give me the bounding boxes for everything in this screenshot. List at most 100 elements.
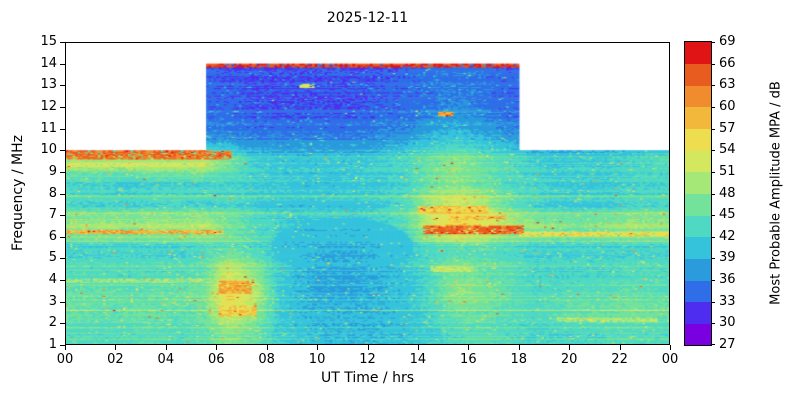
- y-tick-label: 15: [40, 34, 57, 49]
- x-tick-label: 18: [510, 352, 528, 367]
- y-tick-label: 14: [40, 55, 57, 71]
- x-tick-mark: [317, 345, 319, 350]
- colorbar-tick-label: 27: [719, 337, 736, 352]
- y-tick-mark: [60, 301, 65, 303]
- y-tick-label: 10: [40, 142, 57, 158]
- x-tick-label: 04: [157, 352, 175, 367]
- colorbar-segment: [685, 171, 711, 194]
- colorbar-segment: [685, 193, 711, 216]
- y-tick-mark: [60, 280, 65, 282]
- x-tick-mark: [518, 345, 520, 350]
- colorbar-tick-mark: [711, 150, 715, 152]
- colorbar-segment: [685, 128, 711, 151]
- x-tick-mark: [468, 345, 470, 350]
- colorbar-tick-mark: [711, 85, 715, 87]
- y-tick-label: 12: [40, 98, 57, 114]
- x-tick-label: 08: [258, 352, 275, 367]
- colorbar-tick-label: 36: [719, 272, 736, 288]
- x-tick-label: 02: [107, 352, 124, 367]
- colorbar-label: Most Probable Amplitude MPA / dB: [768, 81, 784, 305]
- colorbar-tick-label: 42: [719, 228, 736, 244]
- colorbar-tick-mark: [711, 42, 715, 43]
- y-tick-label: 8: [48, 185, 57, 201]
- colorbar-segment: [685, 280, 711, 303]
- colorbar-segment: [685, 106, 711, 130]
- y-tick-label: 3: [48, 293, 57, 309]
- x-axis-label: UT Time / hrs: [320, 370, 415, 386]
- colorbar-segment: [685, 323, 711, 346]
- colorbar-tick-label: 63: [719, 77, 736, 93]
- colorbar-tick-mark: [711, 280, 715, 282]
- y-tick-label: 11: [40, 120, 57, 136]
- x-tick-label: 00: [56, 352, 74, 367]
- colorbar-segment: [685, 258, 711, 281]
- colorbar-segment: [685, 150, 711, 173]
- x-tick-label: 16: [460, 352, 477, 367]
- colorbar-tick-label: 39: [719, 250, 736, 266]
- x-tick-label: 10: [308, 352, 326, 367]
- colorbar-tick-mark: [711, 215, 715, 217]
- chart-title: 2025-12-11: [326, 10, 409, 26]
- y-tick-label: 4: [48, 272, 57, 288]
- x-tick-mark: [216, 345, 218, 350]
- x-tick-label: 20: [560, 352, 578, 367]
- colorbar-tick-mark: [711, 236, 715, 238]
- colorbar-tick-label: 45: [719, 207, 736, 223]
- y-tick-label: 1: [48, 337, 57, 352]
- colorbar-segment: [685, 63, 711, 86]
- x-tick-label: 00: [661, 352, 679, 367]
- colorbar-tick-mark: [711, 258, 715, 260]
- colorbar-segment: [685, 215, 711, 238]
- colorbar-segment: [685, 236, 711, 259]
- x-tick-mark: [65, 345, 66, 350]
- y-tick-mark: [60, 150, 65, 152]
- x-tick-label: 06: [207, 352, 225, 367]
- colorbar-tick-mark: [711, 171, 715, 173]
- colorbar-tick-mark: [711, 193, 715, 195]
- x-tick-label: 12: [359, 352, 376, 367]
- colorbar-tick-mark: [711, 344, 715, 345]
- y-tick-mark: [60, 236, 65, 238]
- x-tick-label: 22: [611, 352, 628, 367]
- colorbar-tick-label: 30: [719, 315, 736, 331]
- colorbar-segment: [685, 42, 711, 65]
- colorbar-segment: [685, 85, 711, 108]
- y-tick-label: 6: [48, 228, 57, 244]
- x-tick-mark: [266, 345, 268, 350]
- y-tick-label: 13: [40, 77, 57, 93]
- y-tick-label: 5: [48, 250, 57, 266]
- y-tick-mark: [60, 85, 65, 87]
- x-tick-mark: [367, 345, 369, 350]
- x-tick-mark: [619, 345, 621, 350]
- colorbar-tick-mark: [711, 128, 715, 130]
- colorbar-tick-label: 54: [719, 142, 736, 158]
- x-tick-mark: [417, 345, 419, 350]
- colorbar-tick-mark: [711, 301, 715, 303]
- x-tick-mark: [115, 345, 117, 350]
- colorbar-segment: [685, 301, 711, 324]
- y-axis-label: Frequency / MHz: [10, 135, 26, 251]
- y-tick-mark: [60, 193, 65, 195]
- heatmap-canvas: [65, 42, 670, 345]
- colorbar-tick-label: 57: [719, 120, 736, 136]
- colorbar-tick-label: 60: [719, 98, 736, 114]
- y-tick-mark: [60, 42, 65, 43]
- y-tick-mark: [60, 128, 65, 130]
- y-tick-mark: [60, 63, 65, 65]
- y-tick-mark: [60, 106, 65, 108]
- x-tick-mark: [670, 345, 671, 350]
- y-tick-label: 2: [48, 315, 57, 331]
- colorbar-tick-label: 69: [719, 34, 736, 49]
- colorbar-tick-mark: [711, 106, 715, 108]
- y-tick-mark: [60, 323, 65, 325]
- y-tick-label: 9: [48, 163, 57, 179]
- y-tick-mark: [60, 171, 65, 173]
- y-tick-mark: [60, 345, 65, 346]
- y-tick-label: 7: [48, 207, 57, 223]
- colorbar-tick-mark: [711, 63, 715, 65]
- colorbar-tick-label: 48: [719, 185, 736, 201]
- x-tick-label: 14: [409, 352, 427, 367]
- x-tick-mark: [569, 345, 571, 350]
- colorbar-tick-label: 51: [719, 163, 736, 179]
